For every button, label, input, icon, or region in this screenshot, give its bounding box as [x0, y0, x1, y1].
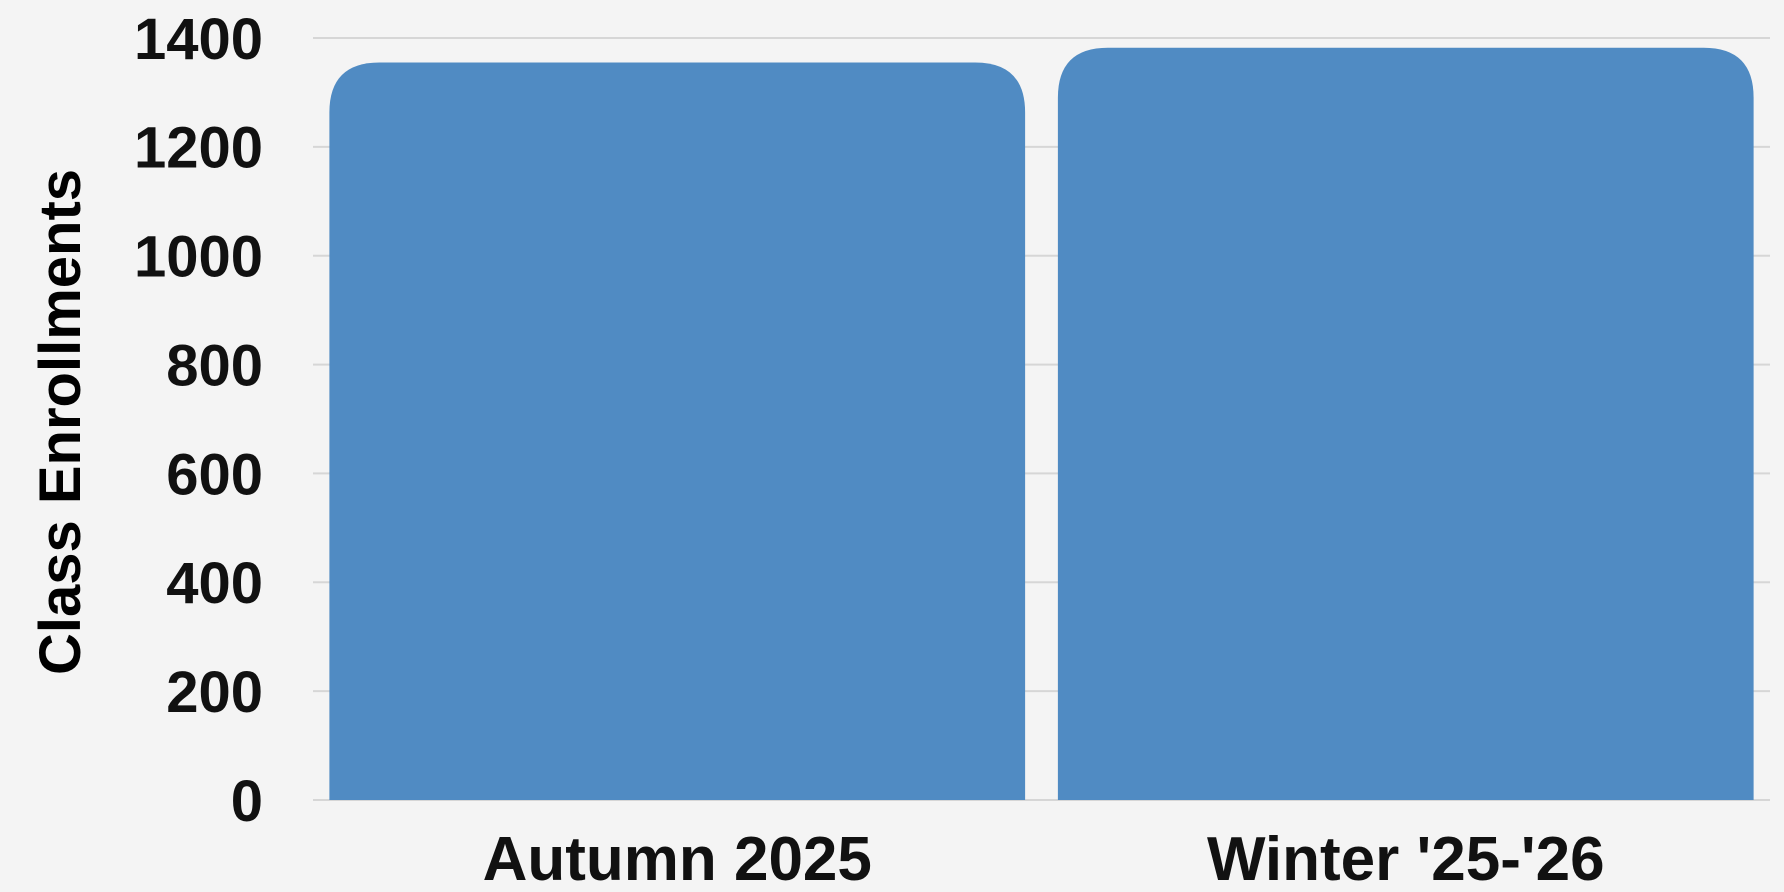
y-axis-ticks: 0 200 400 600 800 1000 1200 1400: [134, 7, 263, 834]
y-tick-label: 800: [166, 333, 263, 398]
bar-1: [1057, 47, 1754, 801]
x-category-label: Winter '25-'26: [1207, 825, 1605, 892]
x-axis-categories: Autumn 2025 Winter '25-'26: [483, 825, 1605, 892]
bar-0: [329, 62, 1026, 800]
y-tick-label: 600: [166, 442, 263, 507]
y-tick-label: 0: [231, 769, 263, 834]
x-category-label: Autumn 2025: [483, 825, 872, 892]
y-tick-label: 1200: [134, 116, 263, 181]
y-axis-title: Class Enrollments: [28, 169, 93, 675]
y-tick-label: 400: [166, 551, 263, 616]
y-tick-label: 1400: [134, 7, 263, 72]
y-tick-label: 1000: [134, 225, 263, 290]
bars: [329, 47, 1754, 801]
y-tick-label: 200: [166, 660, 263, 725]
